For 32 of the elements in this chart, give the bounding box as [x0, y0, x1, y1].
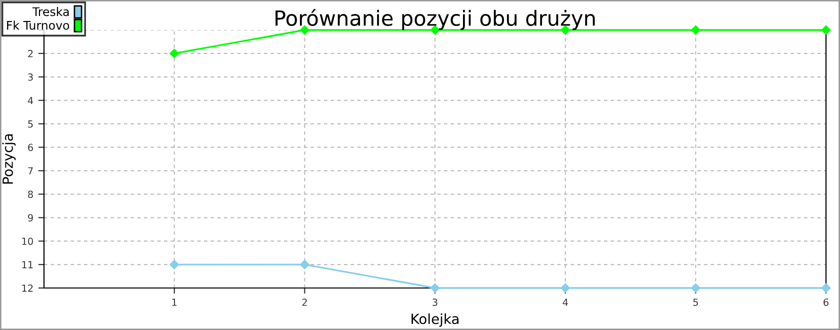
x-tick-label: 5 [693, 298, 698, 306]
point [300, 25, 310, 35]
y-axis-title: Pozycja [2, 134, 16, 184]
y-tick-label: 8 [28, 190, 33, 198]
x-tick-label: 6 [824, 298, 828, 306]
point [170, 48, 179, 58]
point [560, 283, 570, 293]
y-tick-label: 4 [28, 96, 34, 104]
y-tick-label: 5 [28, 120, 33, 128]
y-tick-label: 3 [28, 73, 33, 81]
point [821, 25, 831, 35]
legend-label: Treska [32, 6, 69, 16]
y-tick-label: 2 [28, 50, 33, 58]
x-axis-title: Kolejka [412, 313, 458, 327]
point [300, 260, 310, 270]
point [691, 25, 700, 35]
point [170, 260, 179, 270]
point [691, 283, 700, 293]
x-tick-label: 1 [172, 298, 177, 306]
y-tick-label: 11 [22, 261, 33, 268]
y-tick-label: 10 [22, 238, 33, 245]
x-tick-label: 4 [562, 298, 568, 306]
point [430, 283, 440, 293]
x-tick-label: 3 [432, 298, 438, 306]
y-tick-label: 9 [28, 214, 33, 222]
point [821, 283, 831, 293]
y-tick-label: 12 [22, 284, 33, 292]
chart-title: Porównanie pozycji obu drużyn [276, 9, 595, 30]
x-tick-label: 2 [302, 298, 307, 306]
y-tick-label: 6 [28, 144, 33, 152]
legend-label: Fk Turnovo [7, 20, 70, 30]
y-tick-label: 7 [28, 167, 33, 174]
